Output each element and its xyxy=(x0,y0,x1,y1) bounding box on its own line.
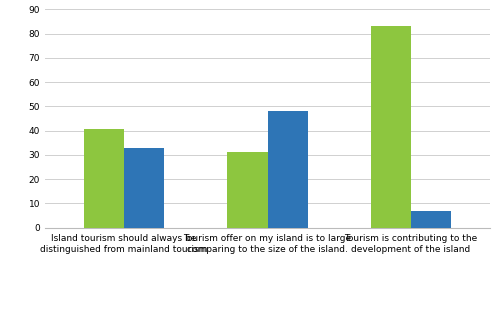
Bar xyxy=(371,27,411,228)
Bar xyxy=(268,111,308,228)
Bar xyxy=(124,148,164,228)
Bar xyxy=(84,130,124,228)
Bar xyxy=(228,152,268,228)
Bar xyxy=(411,210,451,228)
